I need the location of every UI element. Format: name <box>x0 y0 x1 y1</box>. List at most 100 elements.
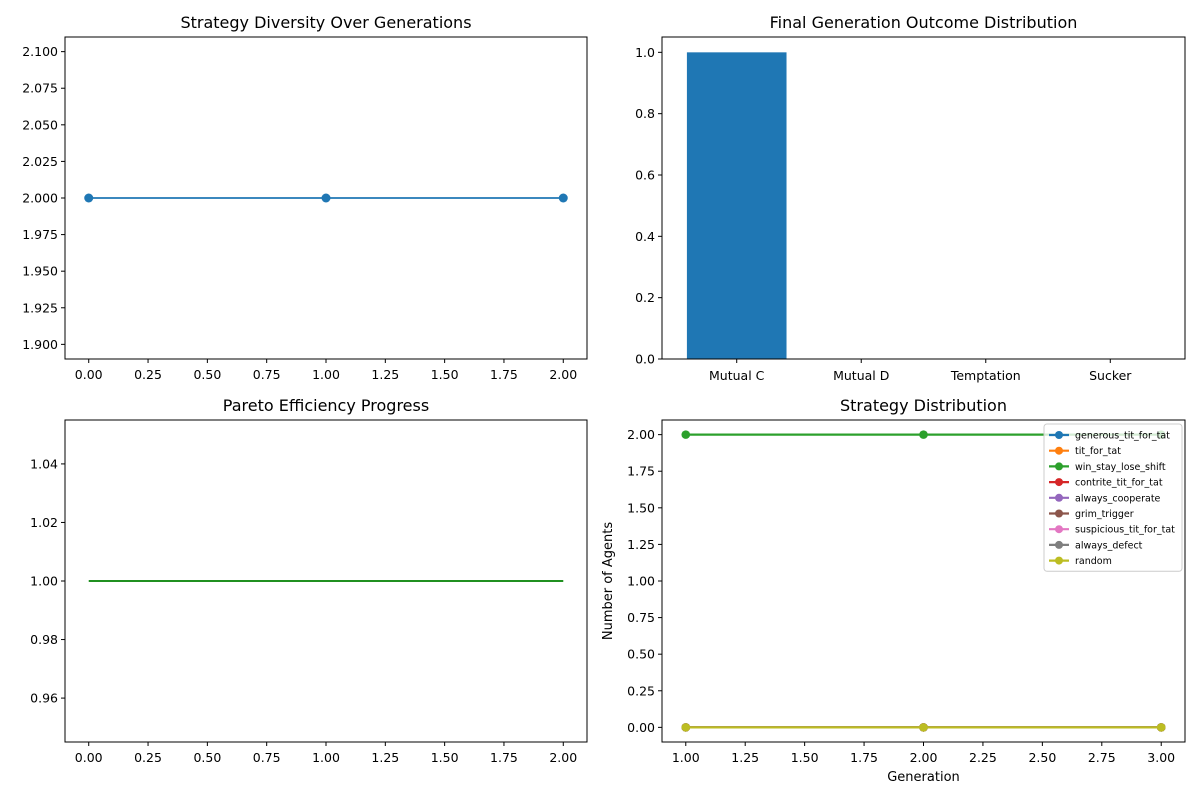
y-tick-label: 1.925 <box>22 300 58 315</box>
legend-label: suspicious_tit_for_tat <box>1075 525 1175 536</box>
legend-swatch-marker <box>1055 431 1063 439</box>
legend-swatch-marker <box>1055 462 1063 471</box>
y-tick-label: 1.50 <box>627 500 655 515</box>
pareto-chart: 0.96 0.98 1.00 1.02 1.04 0.00 0.25 0.50 0.75 1.00… <box>30 396 588 765</box>
diversity-point <box>558 193 568 203</box>
x-tick-label: 2.25 <box>969 750 997 765</box>
x-tick-label: 2.00 <box>549 750 577 765</box>
series-point <box>681 430 691 439</box>
x-tick-label: 2.50 <box>1028 750 1056 765</box>
y-tick-label: 0.8 <box>635 106 655 121</box>
x-tick-label: 1.75 <box>490 367 518 382</box>
strategy-distribution-chart: 0.00 0.25 0.50 0.75 1.00 1.25 1.50 1.75 2.00 1.00… <box>601 396 1186 785</box>
legend-label: win_stay_lose_shift <box>1075 462 1166 473</box>
y-tick-label: 1.950 <box>22 264 58 279</box>
y-tick-label: 0.25 <box>627 683 655 698</box>
y-tick-label: 1.75 <box>627 464 655 479</box>
x-tick-label: 1.50 <box>431 750 459 765</box>
legend-label: random <box>1075 556 1112 567</box>
legend-label: grim_trigger <box>1075 509 1134 520</box>
x-tick-label: 0.00 <box>75 367 103 382</box>
x-tick-label: 1.00 <box>312 750 340 765</box>
x-tick-label: 1.25 <box>731 750 759 765</box>
x-tick-label: 1.25 <box>371 367 399 382</box>
x-tick-label: 0.50 <box>193 367 221 382</box>
legend-frame <box>1043 423 1183 572</box>
y-tick-label: 2.00 <box>627 427 655 442</box>
legend-label: always_defect <box>1075 540 1143 551</box>
legend-swatch-marker <box>1055 493 1063 502</box>
series-point <box>919 723 928 732</box>
legend-label: tit_for_tat <box>1075 446 1121 457</box>
series-point <box>1156 723 1166 732</box>
y-tick-label: 1.02 <box>30 515 58 530</box>
x-tick-label: 1.75 <box>850 750 878 765</box>
series-point <box>919 430 928 439</box>
outcome-bar <box>686 52 787 359</box>
x-tick-label: 1.00 <box>312 367 340 382</box>
y-tick-label: 2.025 <box>22 154 58 169</box>
y-tick-label: 2.100 <box>22 44 58 59</box>
y-tick-label: 0.0 <box>635 352 655 367</box>
x-tick-label: 0.75 <box>253 367 281 382</box>
plot-frame <box>661 36 1186 360</box>
chart-title: Strategy Diversity Over Generations <box>180 13 471 32</box>
y-tick-label: 2.050 <box>22 117 58 132</box>
y-tick-label: 2.075 <box>22 81 58 96</box>
legend-label: generous_tit_for_tat <box>1075 431 1170 442</box>
y-tick-label: 1.900 <box>22 337 58 352</box>
legend-swatch-marker <box>1055 509 1063 518</box>
x-tick-label: 2.00 <box>549 367 577 382</box>
x-tick-label: 1.25 <box>371 750 399 765</box>
legend-swatch-marker <box>1055 540 1063 549</box>
y-tick-label: 1.975 <box>22 227 58 242</box>
x-tick-label: 0.25 <box>134 367 162 382</box>
x-tick-label: 0.25 <box>134 750 162 765</box>
y-tick-label: 1.04 <box>30 456 58 471</box>
category-label: Mutual D <box>833 368 889 383</box>
legend-label: contrite_tit_for_tat <box>1075 478 1163 489</box>
legend-swatch-marker <box>1055 446 1063 455</box>
y-tick-label: 1.25 <box>627 537 655 552</box>
diversity-chart: 1.900 1.925 1.950 1.975 2.000 2.025 2.050 2.075… <box>22 13 588 382</box>
x-tick-label: 0.75 <box>253 750 281 765</box>
legend-label: always_cooperate <box>1075 493 1161 504</box>
x-axis-label: Generation <box>887 770 960 785</box>
legend-swatch-marker <box>1055 525 1063 534</box>
x-tick-label: 1.50 <box>791 750 819 765</box>
chart-title: Pareto Efficiency Progress <box>223 396 429 415</box>
y-tick-label: 0.00 <box>627 720 655 735</box>
y-tick-label: 0.2 <box>635 290 655 305</box>
x-tick-label: 1.00 <box>672 750 700 765</box>
diversity-point <box>84 193 94 203</box>
chart-title: Final Generation Outcome Distribution <box>770 13 1078 32</box>
y-tick-label: 2.000 <box>22 191 58 206</box>
x-tick-label: 1.75 <box>490 750 518 765</box>
legend-swatch-marker <box>1055 556 1063 565</box>
y-tick-label: 0.50 <box>627 647 655 662</box>
category-label: Mutual C <box>709 368 765 383</box>
category-label: Temptation <box>950 368 1021 383</box>
x-tick-label: 3.00 <box>1147 750 1175 765</box>
outcome-chart: 0.0 0.2 0.4 0.6 0.8 1.0 Mutual C Mutual D Tempta… <box>635 13 1186 383</box>
y-tick-label: 1.00 <box>627 574 655 589</box>
y-tick-label: 1.00 <box>30 574 58 589</box>
x-tick-label: 2.00 <box>910 750 938 765</box>
y-tick-label: 0.75 <box>627 610 655 625</box>
category-label: Sucker <box>1089 368 1132 383</box>
x-tick-label: 1.50 <box>431 367 459 382</box>
x-tick-label: 2.75 <box>1088 750 1116 765</box>
y-tick-label: 0.96 <box>30 691 58 706</box>
y-tick-label: 0.6 <box>635 168 655 183</box>
legend-swatch-marker <box>1055 478 1063 487</box>
x-tick-label: 0.50 <box>193 750 221 765</box>
x-tick-label: 0.00 <box>75 750 103 765</box>
series-point <box>681 723 691 732</box>
y-tick-label: 1.0 <box>635 45 655 60</box>
chart-title: Strategy Distribution <box>840 396 1007 415</box>
y-tick-label: 0.98 <box>30 632 58 647</box>
diversity-point <box>321 193 331 203</box>
legend: generous_tit_for_tat tit_for_tat win_stay_… <box>1043 423 1183 572</box>
